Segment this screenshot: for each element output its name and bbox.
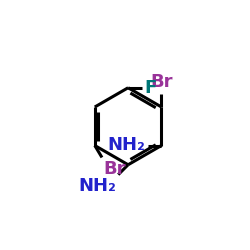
Text: Br: Br	[104, 160, 126, 178]
Text: NH₂: NH₂	[78, 177, 116, 195]
Text: F: F	[144, 79, 157, 97]
Text: Br: Br	[150, 73, 173, 91]
Text: NH₂: NH₂	[107, 136, 145, 154]
